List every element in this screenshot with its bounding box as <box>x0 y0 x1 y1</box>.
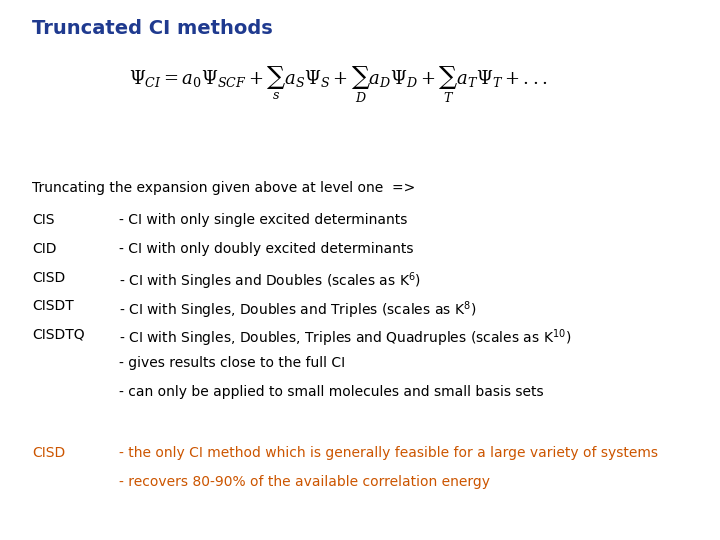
Text: CISDT: CISDT <box>32 299 74 313</box>
Text: - the only CI method which is generally feasible for a large variety of systems: - the only CI method which is generally … <box>119 446 658 460</box>
Text: CISDTQ: CISDTQ <box>32 328 85 342</box>
Text: Truncating the expansion given above at level one  =>: Truncating the expansion given above at … <box>32 181 415 195</box>
Text: CIS: CIS <box>32 213 55 227</box>
Text: - CI with only single excited determinants: - CI with only single excited determinan… <box>119 213 408 227</box>
Text: - can only be applied to small molecules and small basis sets: - can only be applied to small molecules… <box>119 385 544 399</box>
Text: Truncated CI methods: Truncated CI methods <box>32 19 273 38</box>
Text: CISD: CISD <box>32 271 66 285</box>
Text: - recovers 80-90% of the available correlation energy: - recovers 80-90% of the available corre… <box>119 475 490 489</box>
Text: - CI with Singles, Doubles and Triples (scales as K$^8$): - CI with Singles, Doubles and Triples (… <box>119 299 476 321</box>
Text: - gives results close to the full CI: - gives results close to the full CI <box>119 356 345 370</box>
Text: - CI with Singles, Doubles, Triples and Quadruples (scales as K$^{10}$): - CI with Singles, Doubles, Triples and … <box>119 328 571 349</box>
Text: - CI with Singles and Doubles (scales as K$^6$): - CI with Singles and Doubles (scales as… <box>119 271 420 292</box>
Text: CISD: CISD <box>32 446 66 460</box>
Text: - CI with only doubly excited determinants: - CI with only doubly excited determinan… <box>119 242 413 256</box>
Text: CID: CID <box>32 242 57 256</box>
Text: $\Psi_{CI} = a_0\Psi_{SCF} + \sum_s a_S\Psi_S + \sum_D a_D\Psi_D + \sum_T a_T\Ps: $\Psi_{CI} = a_0\Psi_{SCF} + \sum_s a_S\… <box>129 65 548 105</box>
